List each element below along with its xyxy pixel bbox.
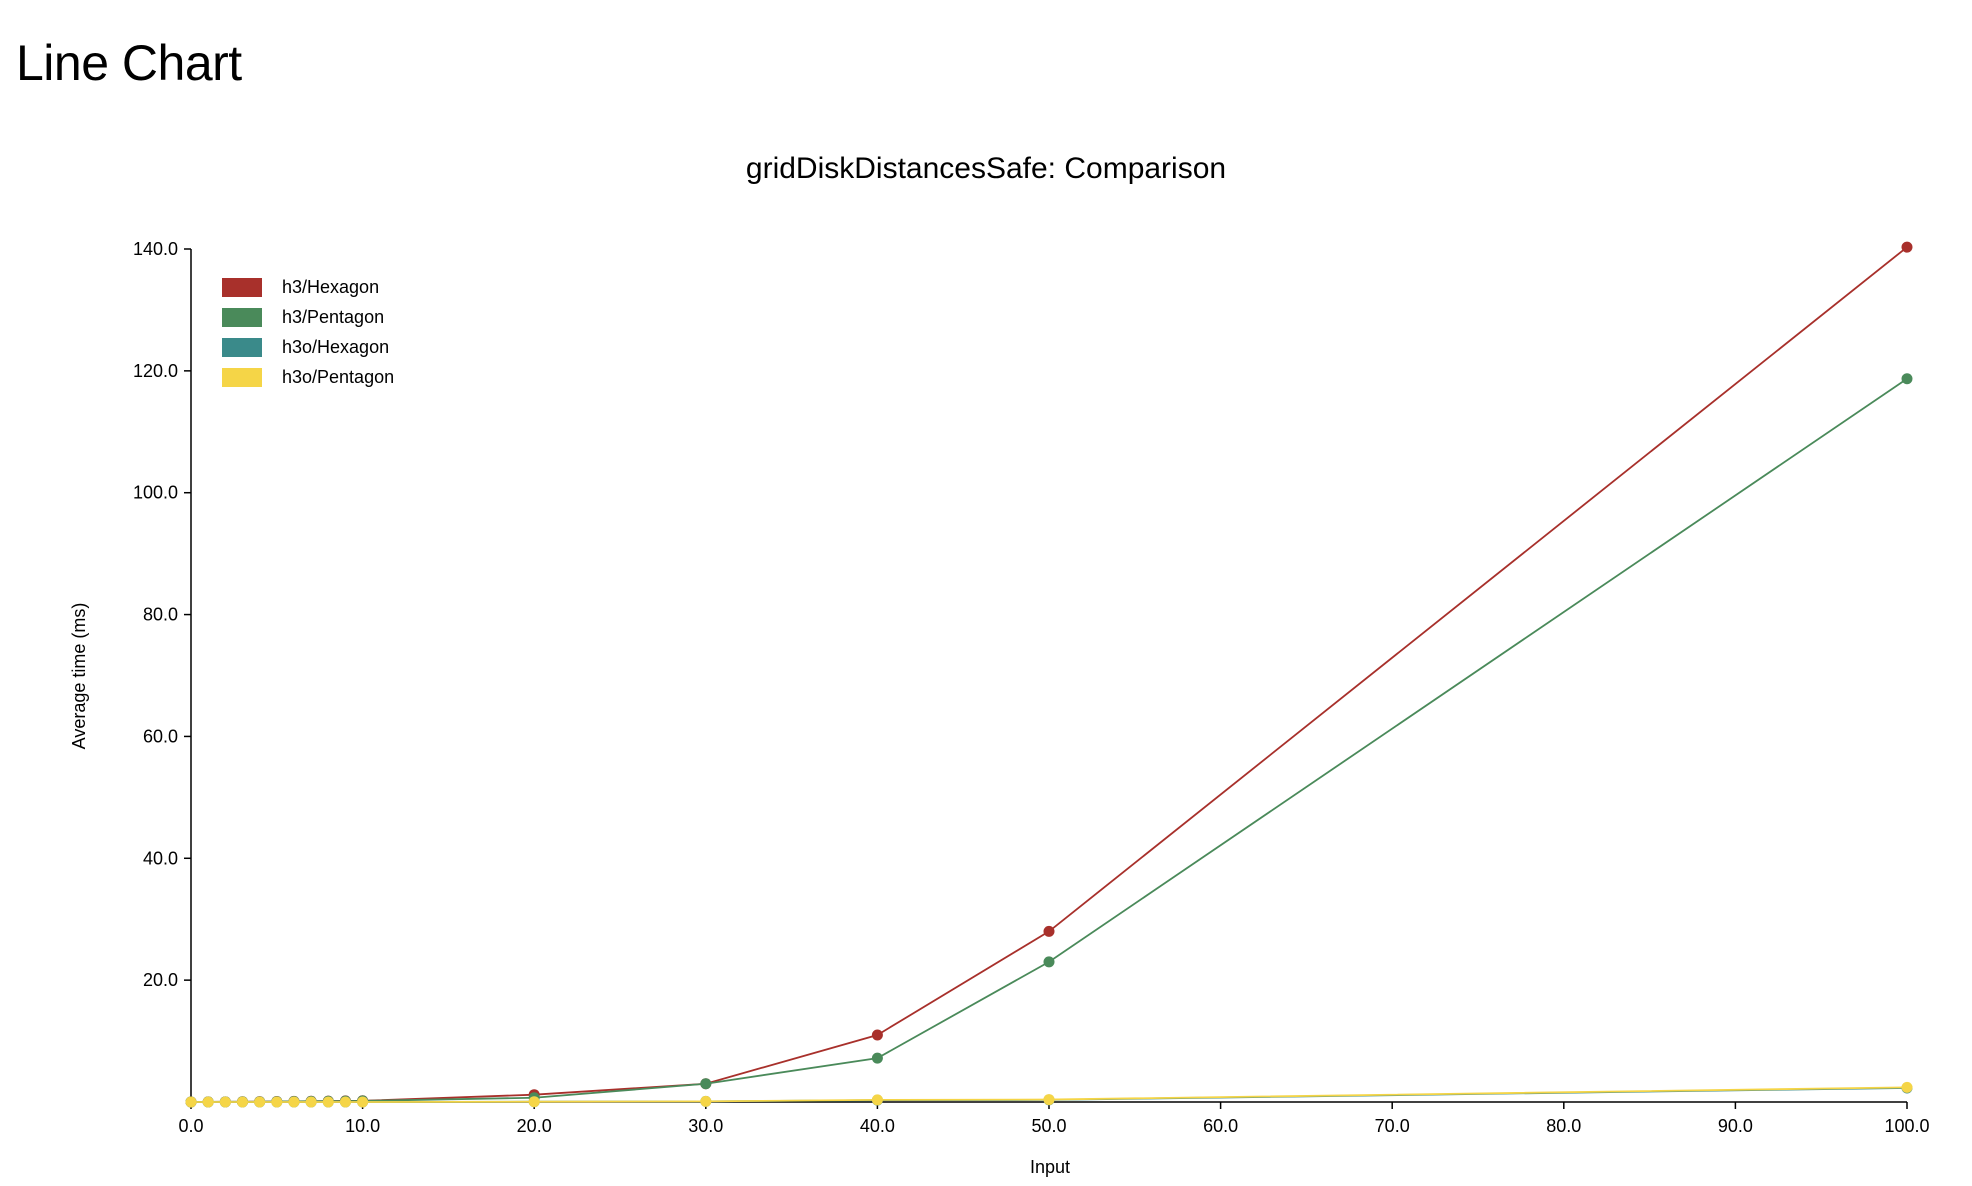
- data-point: [871, 1094, 883, 1106]
- legend-swatch: [222, 308, 262, 327]
- series-layer: [185, 241, 1913, 1108]
- series-h3-hexagon: [185, 241, 1913, 1108]
- data-point: [1043, 925, 1055, 937]
- data-point: [202, 1096, 214, 1108]
- x-tick-label: 50.0: [1031, 1116, 1066, 1136]
- legend-swatch: [222, 278, 262, 297]
- x-tick-label: 90.0: [1718, 1116, 1753, 1136]
- x-tick-label: 70.0: [1375, 1116, 1410, 1136]
- series-h3-pentagon: [185, 373, 1913, 1108]
- data-point: [1043, 1094, 1055, 1106]
- y-tick-label: 20.0: [143, 970, 178, 990]
- data-point: [236, 1096, 248, 1108]
- data-point: [1901, 373, 1913, 385]
- data-point: [339, 1096, 351, 1108]
- data-point: [219, 1096, 231, 1108]
- data-point: [1901, 1081, 1913, 1093]
- y-tick-label: 120.0: [133, 361, 178, 381]
- legend-item: h3/Hexagon: [222, 277, 379, 297]
- legend-item: h3o/Pentagon: [222, 367, 394, 387]
- data-point: [528, 1096, 540, 1108]
- legend: h3/Hexagon h3/Pentagon h3o/Hexagon h3o/Pent…: [222, 277, 394, 387]
- data-point: [185, 1096, 197, 1108]
- data-point: [871, 1052, 883, 1064]
- legend-label: h3o/Pentagon: [282, 367, 394, 387]
- legend-item: h3o/Hexagon: [222, 337, 389, 357]
- data-point: [271, 1096, 283, 1108]
- y-axis-label: Average time (ms): [69, 603, 89, 750]
- page-heading: Line Chart: [16, 35, 242, 91]
- data-point: [305, 1096, 317, 1108]
- data-point: [288, 1096, 300, 1108]
- series-line: [190, 246, 1908, 1103]
- series-h3o-pentagon: [185, 1081, 1913, 1108]
- axes: 0.0 10.0 20.0 30.0 40.0 50.0 60.0 70.0 80.0 90.0 1…: [133, 239, 1930, 1136]
- legend-label: h3o/Hexagon: [282, 337, 389, 357]
- x-tick-label: 40.0: [860, 1116, 895, 1136]
- y-tick-label: 40.0: [143, 848, 178, 868]
- data-point: [700, 1078, 712, 1090]
- data-point: [322, 1096, 334, 1108]
- legend-item: h3/Pentagon: [222, 307, 384, 327]
- x-tick-label: 10.0: [345, 1116, 380, 1136]
- y-tick-label: 80.0: [143, 605, 178, 625]
- x-tick-label: 80.0: [1546, 1116, 1581, 1136]
- data-point: [1901, 241, 1913, 253]
- x-axis-label: Input: [1030, 1157, 1070, 1177]
- data-point: [1043, 956, 1055, 968]
- chart-title: gridDiskDistancesSafe: Comparison: [746, 152, 1226, 185]
- legend-swatch: [222, 368, 262, 387]
- x-tick-label: 20.0: [517, 1116, 552, 1136]
- y-tick-label: 100.0: [133, 483, 178, 503]
- data-point: [700, 1095, 712, 1107]
- data-point: [871, 1029, 883, 1041]
- series-line: [190, 378, 1908, 1103]
- x-tick-label: 60.0: [1203, 1116, 1238, 1136]
- series-line: [191, 1086, 1908, 1103]
- x-tick-label: 0.0: [178, 1116, 203, 1136]
- data-point: [357, 1096, 369, 1108]
- legend-swatch: [222, 338, 262, 357]
- y-tick-label: 140.0: [133, 239, 178, 259]
- legend-label: h3/Hexagon: [282, 277, 379, 297]
- x-tick-label: 100.0: [1884, 1116, 1929, 1136]
- legend-label: h3/Pentagon: [282, 307, 384, 327]
- x-tick-label: 30.0: [688, 1116, 723, 1136]
- y-tick-label: 60.0: [143, 726, 178, 746]
- data-point: [254, 1096, 266, 1108]
